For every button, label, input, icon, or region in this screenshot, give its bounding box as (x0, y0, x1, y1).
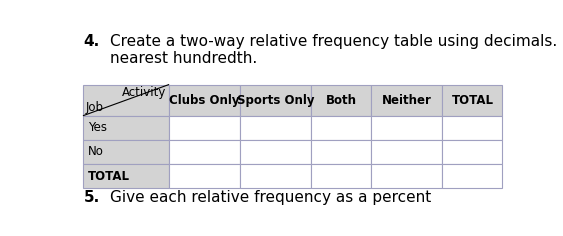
Bar (83, 164, 169, 188)
Text: Neither: Neither (382, 94, 432, 107)
Bar (443, 140, 502, 164)
Text: TOTAL: TOTAL (88, 170, 130, 183)
Text: 5.: 5. (83, 190, 100, 205)
Bar (443, 164, 502, 188)
Bar (169, 140, 240, 164)
Bar (371, 164, 443, 188)
Bar (240, 140, 311, 164)
Bar (371, 85, 443, 116)
Bar (169, 85, 240, 116)
Bar (311, 116, 371, 140)
Text: Job: Job (86, 101, 104, 114)
Bar (83, 116, 169, 140)
Text: 4.: 4. (83, 34, 100, 49)
Bar (240, 164, 311, 188)
Bar (371, 140, 443, 164)
Text: Give each relative frequency as a percent: Give each relative frequency as a percen… (110, 190, 431, 205)
Bar (371, 116, 443, 140)
Bar (83, 85, 169, 116)
Text: TOTAL: TOTAL (452, 94, 493, 107)
Bar (311, 85, 371, 116)
Bar (311, 164, 371, 188)
Text: Clubs Only: Clubs Only (169, 94, 239, 107)
Text: Create a two-way relative frequency table using decimals. Round to the
nearest h: Create a two-way relative frequency tabl… (110, 34, 563, 66)
Bar (311, 140, 371, 164)
Bar (240, 116, 311, 140)
Bar (443, 85, 502, 116)
Bar (240, 85, 311, 116)
Text: Yes: Yes (88, 121, 107, 134)
Text: Both: Both (326, 94, 357, 107)
Text: Activity: Activity (122, 86, 167, 99)
Text: No: No (88, 145, 104, 158)
Bar (169, 116, 240, 140)
Bar (443, 116, 502, 140)
Bar (169, 164, 240, 188)
Bar (83, 140, 169, 164)
Text: Sports Only: Sports Only (237, 94, 314, 107)
